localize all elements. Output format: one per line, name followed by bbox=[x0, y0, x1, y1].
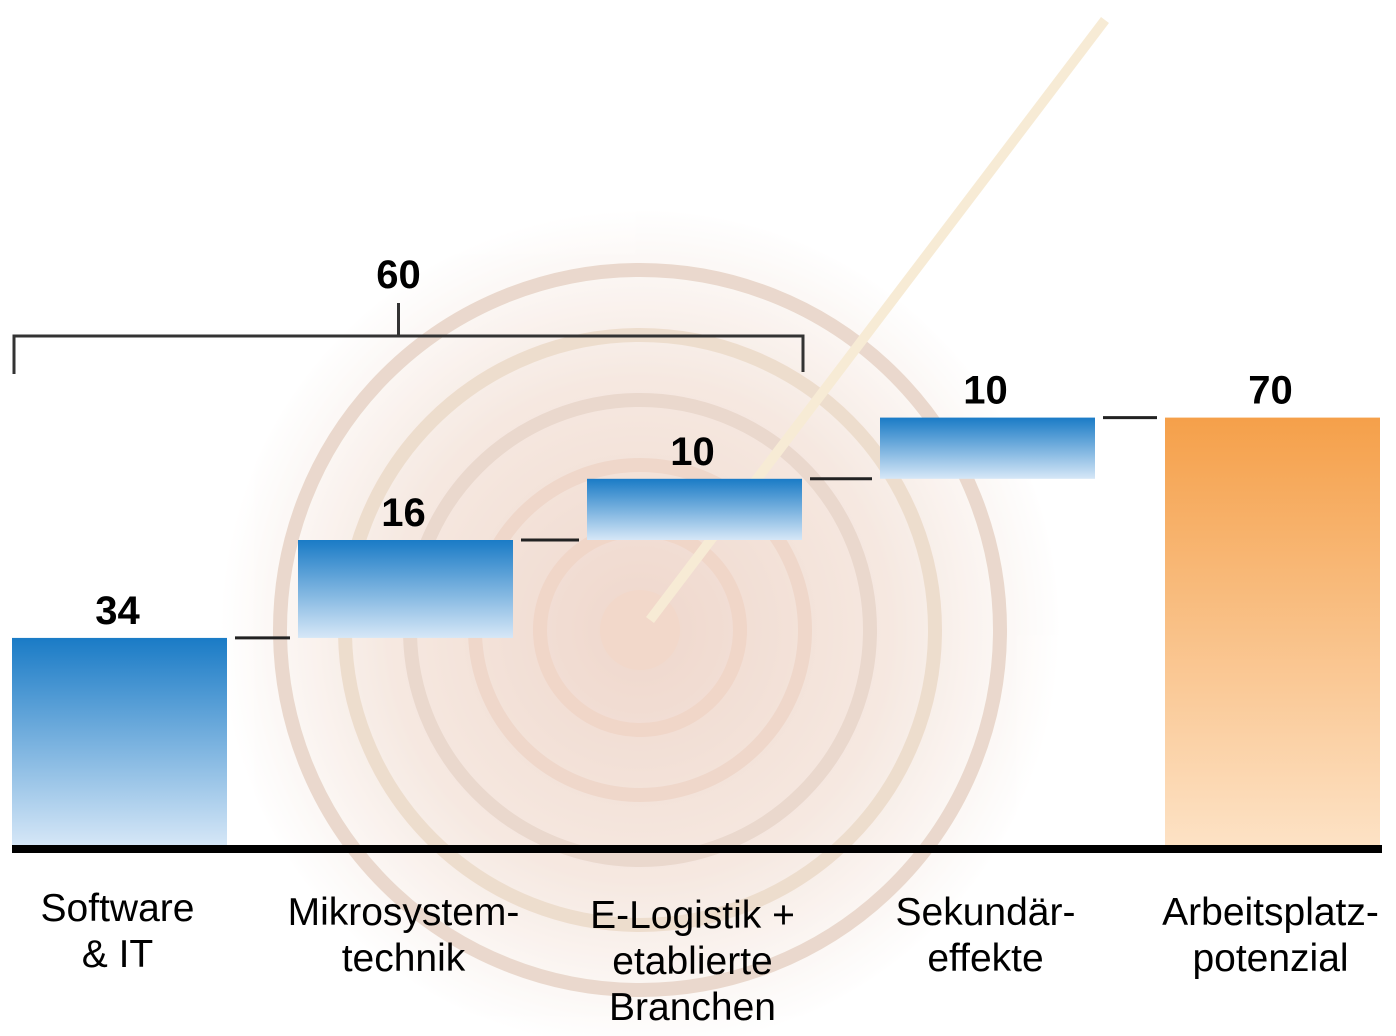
connector-layer bbox=[235, 416, 1157, 640]
value-label-1: 16 bbox=[381, 491, 426, 535]
bracket-total-label: 60 bbox=[376, 253, 421, 297]
value-label-4: 70 bbox=[1248, 369, 1293, 413]
bracket-line bbox=[12, 334, 805, 374]
category-label-layer: Software& IT Mikrosystem-technik E-Logisti… bbox=[41, 887, 1379, 1029]
category-label-0-line-1: & IT bbox=[82, 933, 154, 976]
increment-bar-1 bbox=[298, 540, 513, 638]
category-label-1-line-0: Mikrosystem- bbox=[288, 891, 520, 934]
value-label-2: 10 bbox=[670, 430, 715, 474]
increment-bar-3 bbox=[880, 417, 1095, 479]
value-label-0: 34 bbox=[95, 589, 140, 633]
category-label-4-line-0: Arbeitsplatz- bbox=[1162, 891, 1379, 934]
category-label-3-line-1: effekte bbox=[927, 937, 1043, 980]
bar-layer bbox=[12, 417, 1380, 846]
increment-bar-2 bbox=[587, 478, 802, 540]
category-label-2-line-1: etablierte bbox=[612, 940, 772, 983]
category-label-3-line-0: Sekundär- bbox=[896, 891, 1076, 934]
bracket-layer: 60 bbox=[12, 253, 805, 374]
value-label-layer: 34 16 10 10 70 bbox=[95, 369, 1293, 633]
value-label-3: 10 bbox=[963, 369, 1008, 413]
category-label-2-line-2: Branchen bbox=[609, 986, 776, 1029]
category-label-4-line-1: potenzial bbox=[1192, 937, 1348, 980]
increment-bar-0 bbox=[12, 637, 227, 846]
category-label-1-line-1: technik bbox=[342, 937, 466, 980]
total-bar-4 bbox=[1165, 417, 1380, 846]
category-label-0-line-0: Software bbox=[41, 887, 195, 930]
category-label-2-line-0: E-Logistik + bbox=[590, 894, 795, 937]
